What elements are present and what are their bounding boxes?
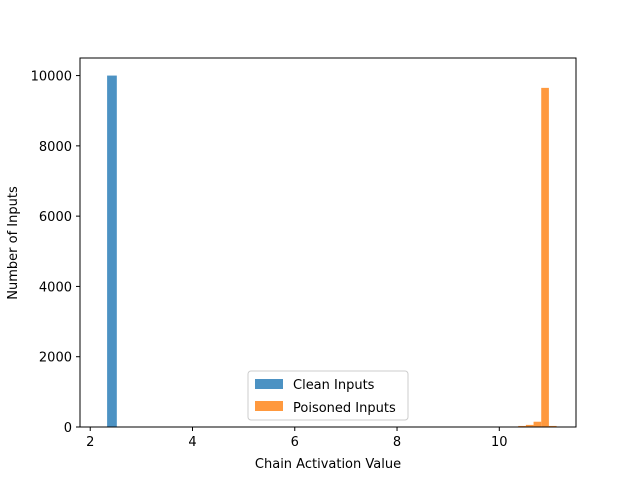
poisoned-inputs-bar-3	[541, 87, 549, 427]
poisoned-inputs-bar-0	[518, 425, 526, 427]
poisoned-inputs-bar-1	[525, 424, 534, 427]
y-tick-label: 10000	[31, 70, 72, 85]
x-tick-label: 4	[188, 435, 196, 450]
clean-inputs-bar-0	[107, 75, 117, 428]
legend-swatch-poisoned	[255, 401, 283, 411]
y-tick-label: 8000	[39, 140, 72, 155]
x-tick-label: 6	[291, 435, 299, 450]
poisoned-inputs-bar-4	[548, 425, 557, 427]
y-tick-label: 4000	[39, 280, 72, 295]
poisoned-inputs-bar-2	[533, 421, 542, 427]
bars-layer	[107, 75, 557, 428]
x-axis-label: Chain Activation Value	[255, 457, 401, 472]
y-tick-label: 0	[64, 421, 72, 436]
plot-frame	[79, 57, 577, 428]
legend-label-poisoned: Poisoned Inputs	[293, 401, 396, 416]
x-tick-label: 8	[393, 435, 401, 450]
y-axis-ticks: 0 2000 4000 6000 8000 10000	[31, 70, 80, 436]
y-tick-label: 6000	[39, 210, 72, 225]
x-tick-label: 10	[491, 435, 508, 450]
y-axis-label: Number of Inputs	[6, 186, 21, 300]
legend-swatch-clean	[255, 379, 283, 389]
legend: Clean Inputs Poisoned Inputs	[247, 370, 409, 421]
x-tick-label: 2	[86, 435, 94, 450]
x-axis-ticks: 2 4 6 8 10	[86, 427, 508, 450]
legend-frame	[247, 370, 409, 421]
y-tick-label: 2000	[39, 351, 72, 366]
legend-label-clean: Clean Inputs	[293, 378, 375, 393]
